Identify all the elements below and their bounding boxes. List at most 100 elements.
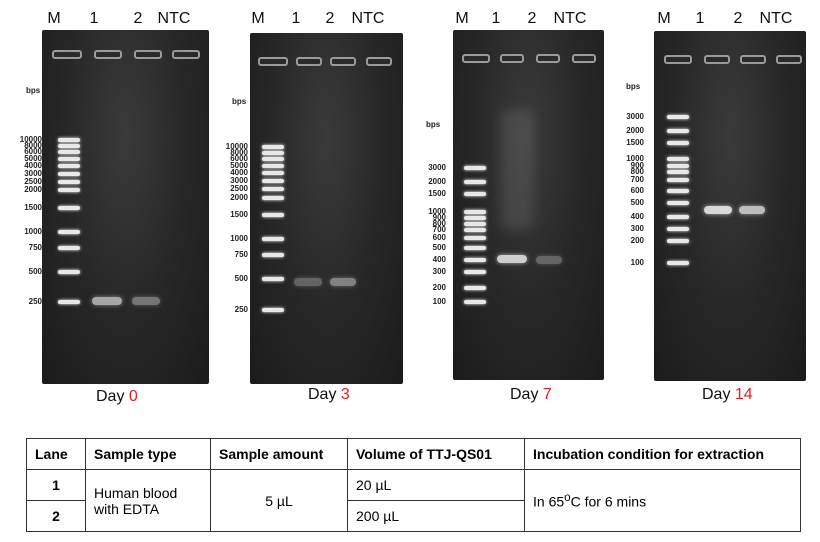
ladder-label: 4000 bbox=[24, 161, 42, 170]
ladder-band bbox=[464, 246, 486, 250]
ladder-label: 8000 bbox=[230, 148, 248, 157]
ladder-label: 200 bbox=[630, 236, 644, 245]
ladder-label: 400 bbox=[630, 212, 644, 221]
sample-band bbox=[294, 278, 322, 286]
sample-band bbox=[497, 255, 527, 263]
day-number: 14 bbox=[734, 386, 753, 403]
ladder-label: 1500 bbox=[230, 210, 248, 219]
ladder-band bbox=[667, 261, 689, 265]
ladder-band bbox=[262, 164, 284, 168]
ladder-band bbox=[58, 246, 80, 250]
ladder-band bbox=[464, 228, 486, 232]
ladder-label: 1000 bbox=[24, 227, 42, 236]
ladder-band bbox=[58, 138, 80, 142]
lane-header: 2 bbox=[325, 10, 335, 27]
lane-header: M bbox=[251, 10, 265, 27]
day-number: 7 bbox=[542, 386, 552, 403]
lane-header: 1 bbox=[291, 10, 301, 27]
ladder-label: 900 bbox=[630, 161, 644, 170]
ladder-band bbox=[262, 308, 284, 312]
volume-cell: 20 µL bbox=[347, 469, 525, 501]
ladder-band bbox=[58, 157, 80, 161]
day-caption: Day 7 bbox=[510, 386, 552, 404]
gel-smear bbox=[500, 110, 534, 230]
ladder-label: 5000 bbox=[24, 154, 42, 163]
sample-amount-cell: 5 µL bbox=[210, 469, 348, 532]
lane-header: 1 bbox=[491, 10, 501, 27]
ladder-band bbox=[58, 150, 80, 154]
lane-header: 2 bbox=[527, 10, 537, 27]
ladder-label: 4000 bbox=[230, 168, 248, 177]
gel-well bbox=[740, 55, 766, 64]
ladder-band bbox=[464, 166, 486, 170]
col-volume: Volume of TTJ-QS01 bbox=[347, 438, 525, 470]
ladder-band bbox=[464, 210, 486, 214]
ladder-band bbox=[667, 170, 689, 174]
sample-band bbox=[704, 206, 732, 214]
ladder-label: 2500 bbox=[230, 184, 248, 193]
table-row: 1 Human blood with EDTA 5 µL 20 µL In 65… bbox=[26, 469, 801, 532]
sample-table: Lane Sample type Sample amount Volume of… bbox=[26, 438, 801, 532]
ladder-label: 10000 bbox=[225, 142, 248, 151]
ladder-band bbox=[464, 286, 486, 290]
ladder-band bbox=[262, 187, 284, 191]
day-prefix: Day bbox=[702, 386, 735, 403]
ladder-band bbox=[667, 227, 689, 231]
lane-header: NTC bbox=[157, 10, 191, 27]
ladder-band bbox=[262, 237, 284, 241]
ladder-band bbox=[464, 236, 486, 240]
bps-unit-label: bps bbox=[26, 86, 41, 95]
table-row: 2 200 µL bbox=[26, 500, 801, 532]
ladder-label: 2000 bbox=[230, 193, 248, 202]
ladder-label: 500 bbox=[234, 274, 248, 283]
ladder-label: 100 bbox=[432, 297, 446, 306]
lane-header: NTC bbox=[351, 10, 385, 27]
ladder-band bbox=[667, 115, 689, 119]
ladder-label: 200 bbox=[432, 283, 446, 292]
ladder-band bbox=[667, 178, 689, 182]
ladder-label: 3000 bbox=[626, 112, 644, 121]
ladder-label: 250 bbox=[234, 305, 248, 314]
gel-well bbox=[52, 50, 82, 59]
lane-header: M bbox=[47, 10, 61, 27]
ladder-band bbox=[464, 216, 486, 220]
ladder-band bbox=[58, 188, 80, 192]
ladder-label: 2000 bbox=[428, 177, 446, 186]
ladder-label: 3000 bbox=[24, 169, 42, 178]
day-prefix: Day bbox=[510, 386, 543, 403]
ladder-band bbox=[58, 180, 80, 184]
gel-well bbox=[776, 55, 802, 64]
ladder-band bbox=[262, 196, 284, 200]
gel-well bbox=[330, 57, 356, 66]
gel-well bbox=[134, 50, 162, 59]
ladder-label: 1000 bbox=[230, 234, 248, 243]
gel-well bbox=[536, 54, 560, 63]
ladder-band bbox=[262, 157, 284, 161]
col-incubation: Incubation condition for extraction bbox=[524, 438, 801, 470]
ladder-band bbox=[667, 239, 689, 243]
lane-header: 2 bbox=[133, 10, 143, 27]
ladder-label: 500 bbox=[432, 243, 446, 252]
ladder-band bbox=[464, 192, 486, 196]
lane-header: 1 bbox=[89, 10, 99, 27]
bps-unit-label: bps bbox=[426, 120, 441, 129]
bps-unit-label: bps bbox=[626, 82, 641, 91]
lane-header: M bbox=[455, 10, 469, 27]
ladder-label: 1000 bbox=[626, 154, 644, 163]
ladder-label: 2000 bbox=[626, 126, 644, 135]
ladder-label: 800 bbox=[630, 167, 644, 176]
ladder-band bbox=[464, 270, 486, 274]
gel-well bbox=[172, 50, 200, 59]
day-caption: Day 0 bbox=[96, 388, 138, 406]
lane-header: M bbox=[657, 10, 671, 27]
ladder-label: 250 bbox=[28, 297, 42, 306]
ladder-label: 500 bbox=[630, 198, 644, 207]
ladder-label: 800 bbox=[432, 219, 446, 228]
ladder-band bbox=[667, 141, 689, 145]
ladder-band bbox=[262, 213, 284, 217]
ladder-label: 900 bbox=[432, 213, 446, 222]
sample-band bbox=[536, 256, 562, 264]
lane-header: NTC bbox=[759, 10, 793, 27]
lane-cell: 2 bbox=[26, 500, 86, 532]
ladder-band bbox=[667, 164, 689, 168]
